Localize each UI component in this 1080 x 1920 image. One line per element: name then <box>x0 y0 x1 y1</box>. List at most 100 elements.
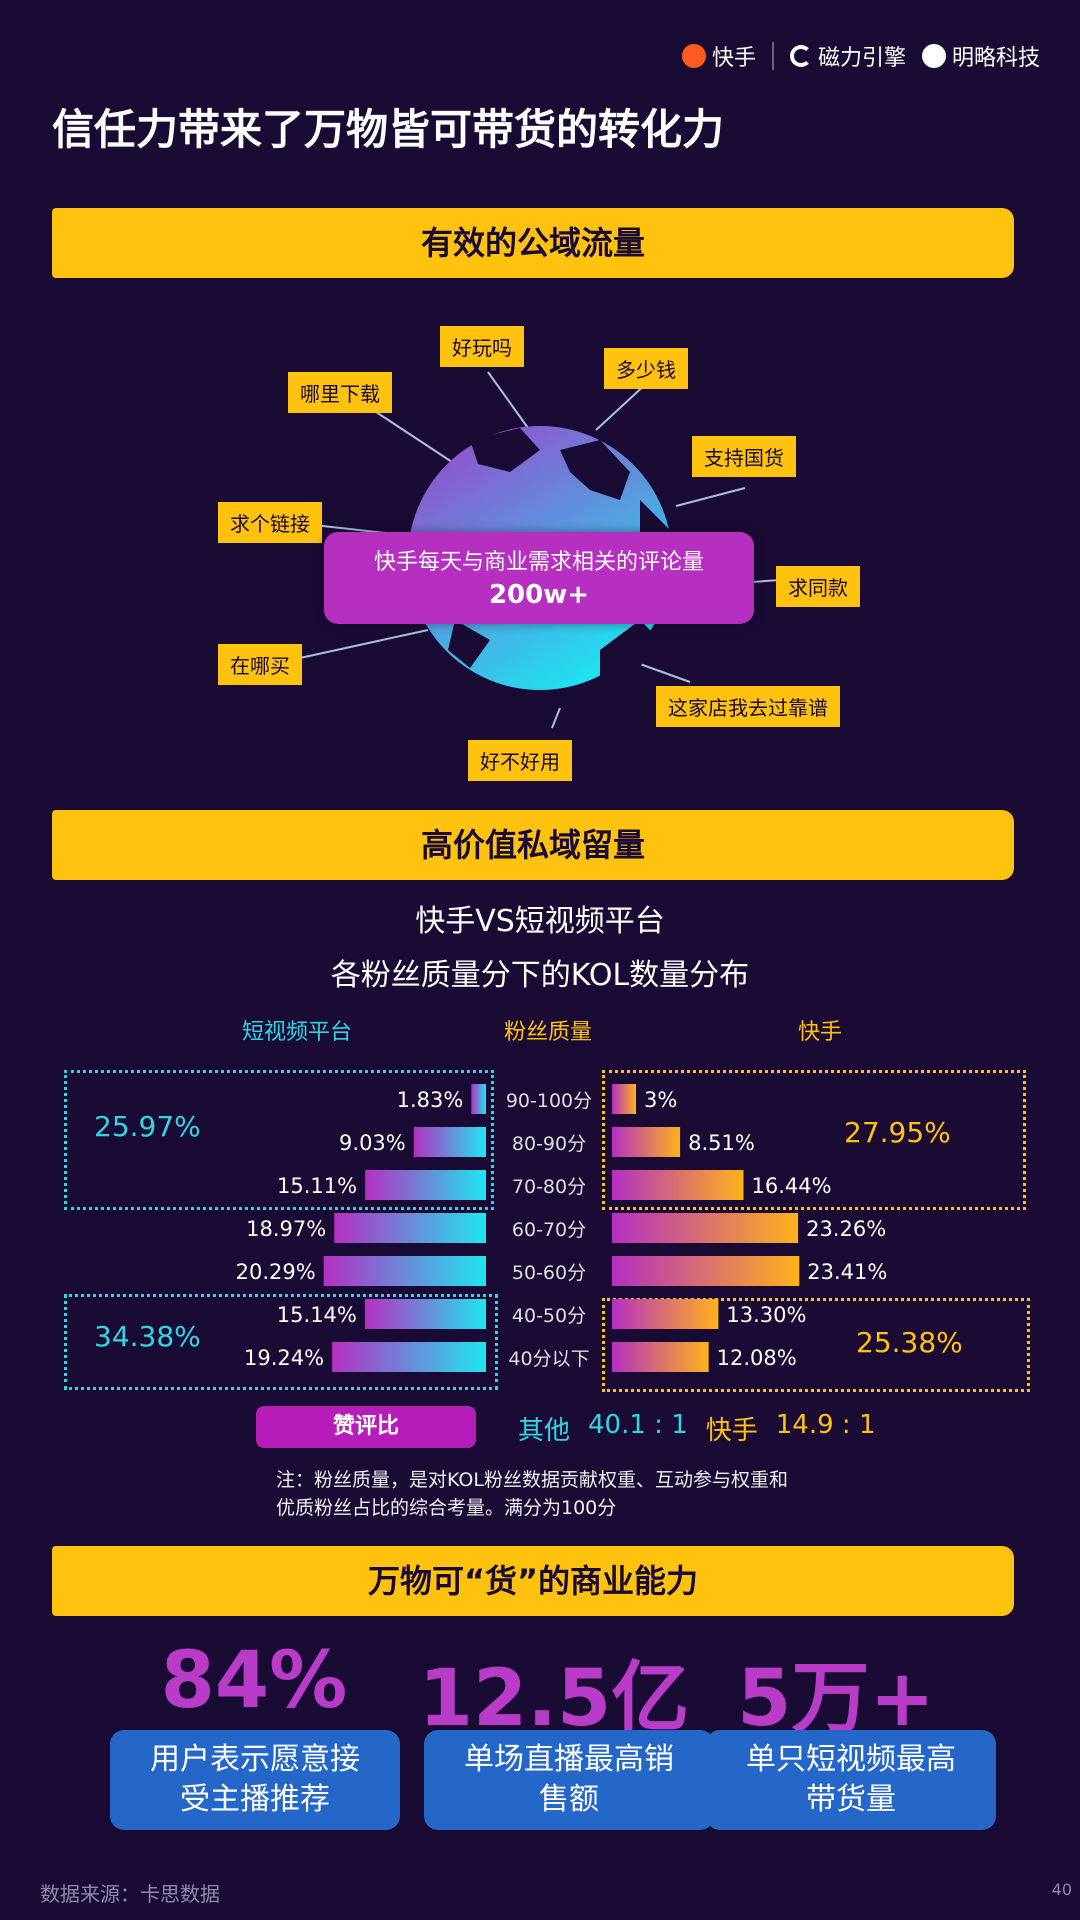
bar-left-3 <box>334 1213 486 1243</box>
header-brands: 快手 磁力引擎 明略科技 <box>681 40 1040 72</box>
label-left-0: 1.83% <box>397 1088 464 1112</box>
label-right-3: 23.26% <box>806 1217 886 1241</box>
globe-continents <box>448 428 670 686</box>
kpi-desc-2-line2: 售额 <box>539 1782 599 1817</box>
right-bottom-group-box <box>602 1298 1030 1392</box>
bar-left-5 <box>364 1299 486 1329</box>
page-number: 40 <box>1051 1880 1072 1899</box>
label-right-5: 13.30% <box>726 1303 806 1327</box>
ratio-pill: 赞评比 <box>256 1406 476 1448</box>
kpi-desc-3-line2: 带货量 <box>806 1782 896 1817</box>
chart-note-line1: 注：粉丝质量，是对KOL粉丝数据贡献权重、互动参与权重和 <box>276 1469 788 1491</box>
category-label-3: 60-70分 <box>512 1219 586 1241</box>
category-label-2: 70-80分 <box>512 1176 586 1198</box>
label-left-6: 19.24% <box>244 1346 324 1370</box>
tag-haowanma: 好玩吗 <box>440 326 524 367</box>
label-left-4: 20.29% <box>236 1260 316 1284</box>
kol-distribution-chart: 1.83% 3% 90-100分 9.03% 8.51% 80-90分 15.11% 16.4… <box>236 1084 887 1372</box>
col-head-left: 短视频平台 <box>242 1020 353 1045</box>
bar-right-2 <box>612 1170 744 1200</box>
kpi-box-1: 用户表示愿意接 受主播推荐 <box>110 1730 400 1830</box>
label-left-1: 9.03% <box>339 1131 406 1155</box>
kpi-desc-2-line1: 单场直播最高销 <box>464 1742 674 1777</box>
tag-duoshaoqian: 多少钱 <box>604 348 688 389</box>
ratio-ks-value: 14.9 : 1 <box>775 1410 876 1440</box>
mingle-logo-icon <box>921 44 946 68</box>
ratio-line: 其他 40.1 : 1 快手 14.9 : 1 <box>518 1410 876 1447</box>
bar-left-6 <box>332 1342 486 1372</box>
label-right-6: 12.08% <box>717 1346 797 1370</box>
tag-nalixiazai: 哪里下载 <box>288 372 392 413</box>
bar-left-2 <box>365 1170 486 1200</box>
label-left-2: 15.11% <box>277 1174 357 1198</box>
left-top-group-box <box>64 1070 494 1210</box>
brand-cili: 磁力引擎 <box>789 40 906 72</box>
ratio-other-label: 其他 <box>518 1416 571 1446</box>
brand-divider <box>771 42 774 70</box>
right-top-group-box <box>602 1070 1026 1210</box>
tag-haobuhaoyong: 好不好用 <box>468 740 572 781</box>
brand-kuaishou: 快手 <box>681 40 756 72</box>
label-right-2: 16.44% <box>752 1174 832 1198</box>
kpi-value-3: 5万+ <box>737 1654 935 1744</box>
bar-left-0 <box>471 1084 486 1114</box>
section3-banner: 万物可“货”的商业能力 <box>52 1546 1014 1616</box>
left-top-group-total: 25.97% <box>94 1110 201 1143</box>
category-label-4: 50-60分 <box>512 1262 586 1284</box>
label-right-4: 23.41% <box>807 1260 887 1284</box>
bar-right-1 <box>612 1127 681 1157</box>
connector-lines <box>299 371 781 729</box>
section2-banner: 高价值私域留量 <box>52 810 1014 880</box>
ratio-ks-label: 快手 <box>705 1416 758 1446</box>
section1-banner: 有效的公域流量 <box>52 208 1014 278</box>
col-head-right: 快手 <box>798 1020 843 1045</box>
category-label-0: 90-100分 <box>506 1090 592 1112</box>
bar-left-4 <box>323 1256 486 1286</box>
brand-mingle: 明略科技 <box>921 40 1040 72</box>
tag-zainamai: 在哪买 <box>218 644 302 685</box>
kuaishou-logo-icon <box>681 44 706 68</box>
kpi-box-2: 单场直播最高销 售额 <box>424 1730 714 1830</box>
label-right-0: 3% <box>644 1088 677 1112</box>
bar-right-3 <box>612 1213 799 1243</box>
tag-qiugelianjie: 求个链接 <box>218 502 322 543</box>
brand-kuaishou-label: 快手 <box>711 46 756 71</box>
bar-right-5 <box>612 1299 719 1329</box>
comment-volume-label: 快手每天与商业需求相关的评论量 <box>373 550 704 575</box>
category-label-5: 40-50分 <box>512 1305 586 1327</box>
brand-cili-label: 磁力引擎 <box>817 46 906 71</box>
cili-logo-icon <box>789 45 812 67</box>
kpi-desc-1-line2: 受主播推荐 <box>180 1782 330 1817</box>
right-top-group-total: 27.95% <box>844 1116 951 1149</box>
tag-zhejiadian: 这家店我去过靠谱 <box>656 686 840 727</box>
kpi-value-2: 12.5亿 <box>418 1654 690 1744</box>
bar-right-6 <box>612 1342 709 1372</box>
label-left-5: 15.14% <box>277 1303 357 1327</box>
data-source: 数据来源：卡思数据 <box>40 1882 220 1906</box>
label-right-1: 8.51% <box>688 1131 755 1155</box>
chart-note-line2: 优质粉丝占比的综合考量。满分为100分 <box>276 1497 617 1519</box>
bar-right-4 <box>612 1256 800 1286</box>
right-bottom-group-total: 25.38% <box>856 1326 963 1359</box>
chart-title-line1: 快手VS短视频平台 <box>415 904 665 939</box>
kpi-desc-1-line1: 用户表示愿意接 <box>150 1742 360 1777</box>
kpi-box-3: 单只短视频最高 带货量 <box>706 1730 996 1830</box>
page-title: 信任力带来了万物皆可带货的转化力 <box>52 105 725 154</box>
brand-mingle-label: 明略科技 <box>951 46 1040 71</box>
category-label-1: 80-90分 <box>512 1133 586 1155</box>
tag-qiutongkuan: 求同款 <box>776 566 860 607</box>
left-bottom-group-box <box>64 1294 498 1390</box>
col-head-mid: 粉丝质量 <box>504 1020 593 1045</box>
category-label-6: 40分以下 <box>508 1348 589 1370</box>
comment-volume-box: 快手每天与商业需求相关的评论量 200w+ <box>324 532 754 624</box>
bar-left-1 <box>413 1127 486 1157</box>
kpi-value-1: 84% <box>160 1636 348 1726</box>
comment-volume-value: 200w+ <box>488 580 590 610</box>
chart-title-line2: 各粉丝质量分下的KOL数量分布 <box>330 958 750 993</box>
kpi-desc-3-line1: 单只短视频最高 <box>746 1742 956 1777</box>
ratio-other-value: 40.1 : 1 <box>588 1410 688 1440</box>
tag-zhichiguohuo: 支持国货 <box>692 436 796 477</box>
bar-right-0 <box>612 1084 636 1114</box>
chart-note: 注：粉丝质量，是对KOL粉丝数据贡献权重、互动参与权重和 优质粉丝占比的综合考量… <box>276 1466 788 1522</box>
label-left-3: 18.97% <box>246 1217 326 1241</box>
